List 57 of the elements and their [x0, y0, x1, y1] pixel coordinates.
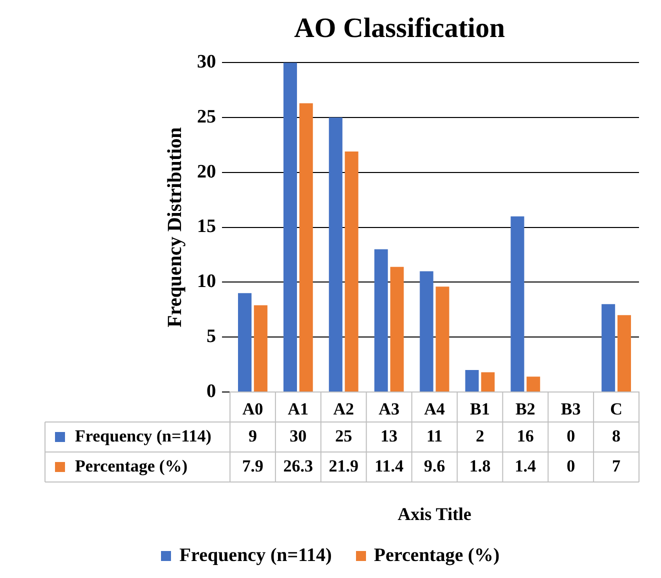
data-label: 7.9: [242, 456, 264, 476]
bar: [344, 152, 358, 392]
bar: [465, 370, 479, 392]
data-label: 1.4: [514, 456, 537, 476]
legend-label: Frequency (n=114): [75, 426, 212, 446]
x-axis-title: Axis Title: [398, 504, 472, 524]
bar: [238, 293, 252, 392]
y-tick-label: 20: [197, 161, 216, 182]
data-label: 11.4: [374, 456, 404, 476]
x-tick-label: A2: [333, 400, 354, 419]
y-tick-label: 0: [206, 380, 216, 402]
data-label: 9.6: [424, 456, 446, 476]
y-axis-title: Frequency Distribution: [164, 127, 186, 328]
data-label: 1.8: [469, 456, 491, 476]
x-tick-label: B1: [470, 400, 490, 419]
data-label: 9: [248, 426, 257, 446]
bar: [602, 304, 616, 392]
bar: [328, 118, 342, 392]
data-label: 16: [516, 426, 534, 446]
x-tick-label: C: [610, 400, 622, 419]
chart-title: AO Classification: [294, 13, 506, 44]
bar: [299, 103, 313, 392]
data-label: 8: [612, 426, 621, 446]
x-tick-label: A0: [242, 400, 264, 419]
x-tick-label: B2: [515, 400, 536, 419]
x-tick-label: A3: [378, 400, 400, 419]
text: Frequency (n=114): [179, 545, 332, 566]
x-tick-label: A1: [288, 400, 309, 419]
data-label: 0: [566, 456, 576, 476]
data-label: 0: [566, 426, 576, 446]
bar: [617, 315, 631, 392]
legend-label: Percentage (%): [75, 456, 188, 476]
data-label: 21.9: [328, 456, 358, 476]
text: Percentage (%): [374, 545, 500, 566]
bar: [420, 271, 434, 392]
bar: [254, 305, 268, 392]
x-tick-label: B3: [560, 400, 581, 419]
data-label: 25: [335, 426, 352, 446]
bar: [390, 266, 404, 392]
bar: [283, 62, 297, 392]
bar: [481, 372, 495, 392]
data-label: 13: [380, 426, 398, 446]
data-label: 26.3: [283, 456, 314, 476]
x-tick-label: A4: [424, 400, 446, 419]
data-label: 7: [612, 456, 622, 476]
y-tick-label: 5: [206, 326, 216, 348]
y-tick-label: 30: [197, 52, 216, 73]
bar: [510, 216, 524, 392]
data-label: 2: [476, 426, 484, 446]
bar: [374, 249, 388, 392]
data-label: 30: [290, 426, 307, 446]
bar: [436, 286, 450, 392]
bar: [526, 376, 540, 392]
y-tick-label: 10: [197, 271, 216, 292]
y-tick-label: 25: [197, 106, 216, 128]
data-label: 11: [426, 426, 443, 446]
y-tick-label: 15: [197, 216, 216, 238]
